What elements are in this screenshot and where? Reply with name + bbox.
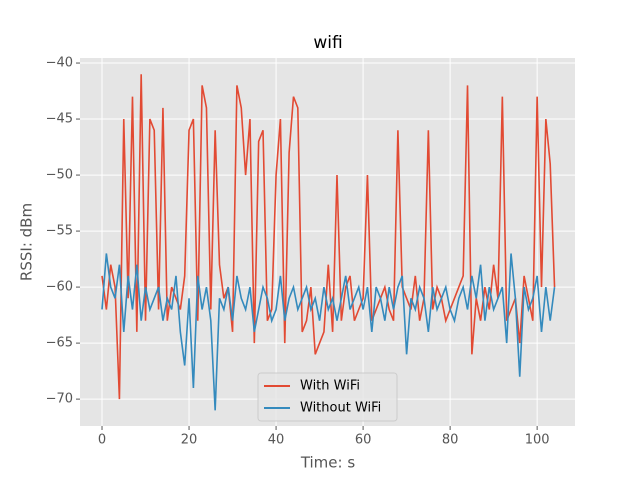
y-axis-label: RSSI: dBm — [18, 203, 36, 281]
x-tick-label: 100 — [525, 433, 550, 448]
chart-title: wifi — [313, 33, 342, 53]
y-tick-label: −65 — [46, 336, 73, 351]
x-tick-label: 80 — [442, 433, 459, 448]
x-tick-label: 40 — [268, 433, 285, 448]
y-tick-label: −50 — [46, 168, 73, 183]
x-tick-label: 0 — [98, 433, 106, 448]
y-tick-label: −70 — [46, 392, 73, 407]
y-tick-label: −45 — [46, 112, 73, 127]
plot-area — [80, 58, 575, 426]
y-tick-label: −40 — [46, 56, 73, 71]
line-series — [101, 253, 556, 411]
y-tick-label: −55 — [46, 224, 73, 239]
y-tick-label: −60 — [46, 280, 73, 295]
legend-box — [257, 372, 398, 422]
x-tick-label: 60 — [355, 433, 372, 448]
x-axis-label: Time: s — [300, 454, 356, 472]
legend-label: Without WiFi — [300, 401, 381, 416]
legend-label: With WiFi — [300, 379, 360, 394]
x-tick-label: 20 — [181, 433, 198, 448]
